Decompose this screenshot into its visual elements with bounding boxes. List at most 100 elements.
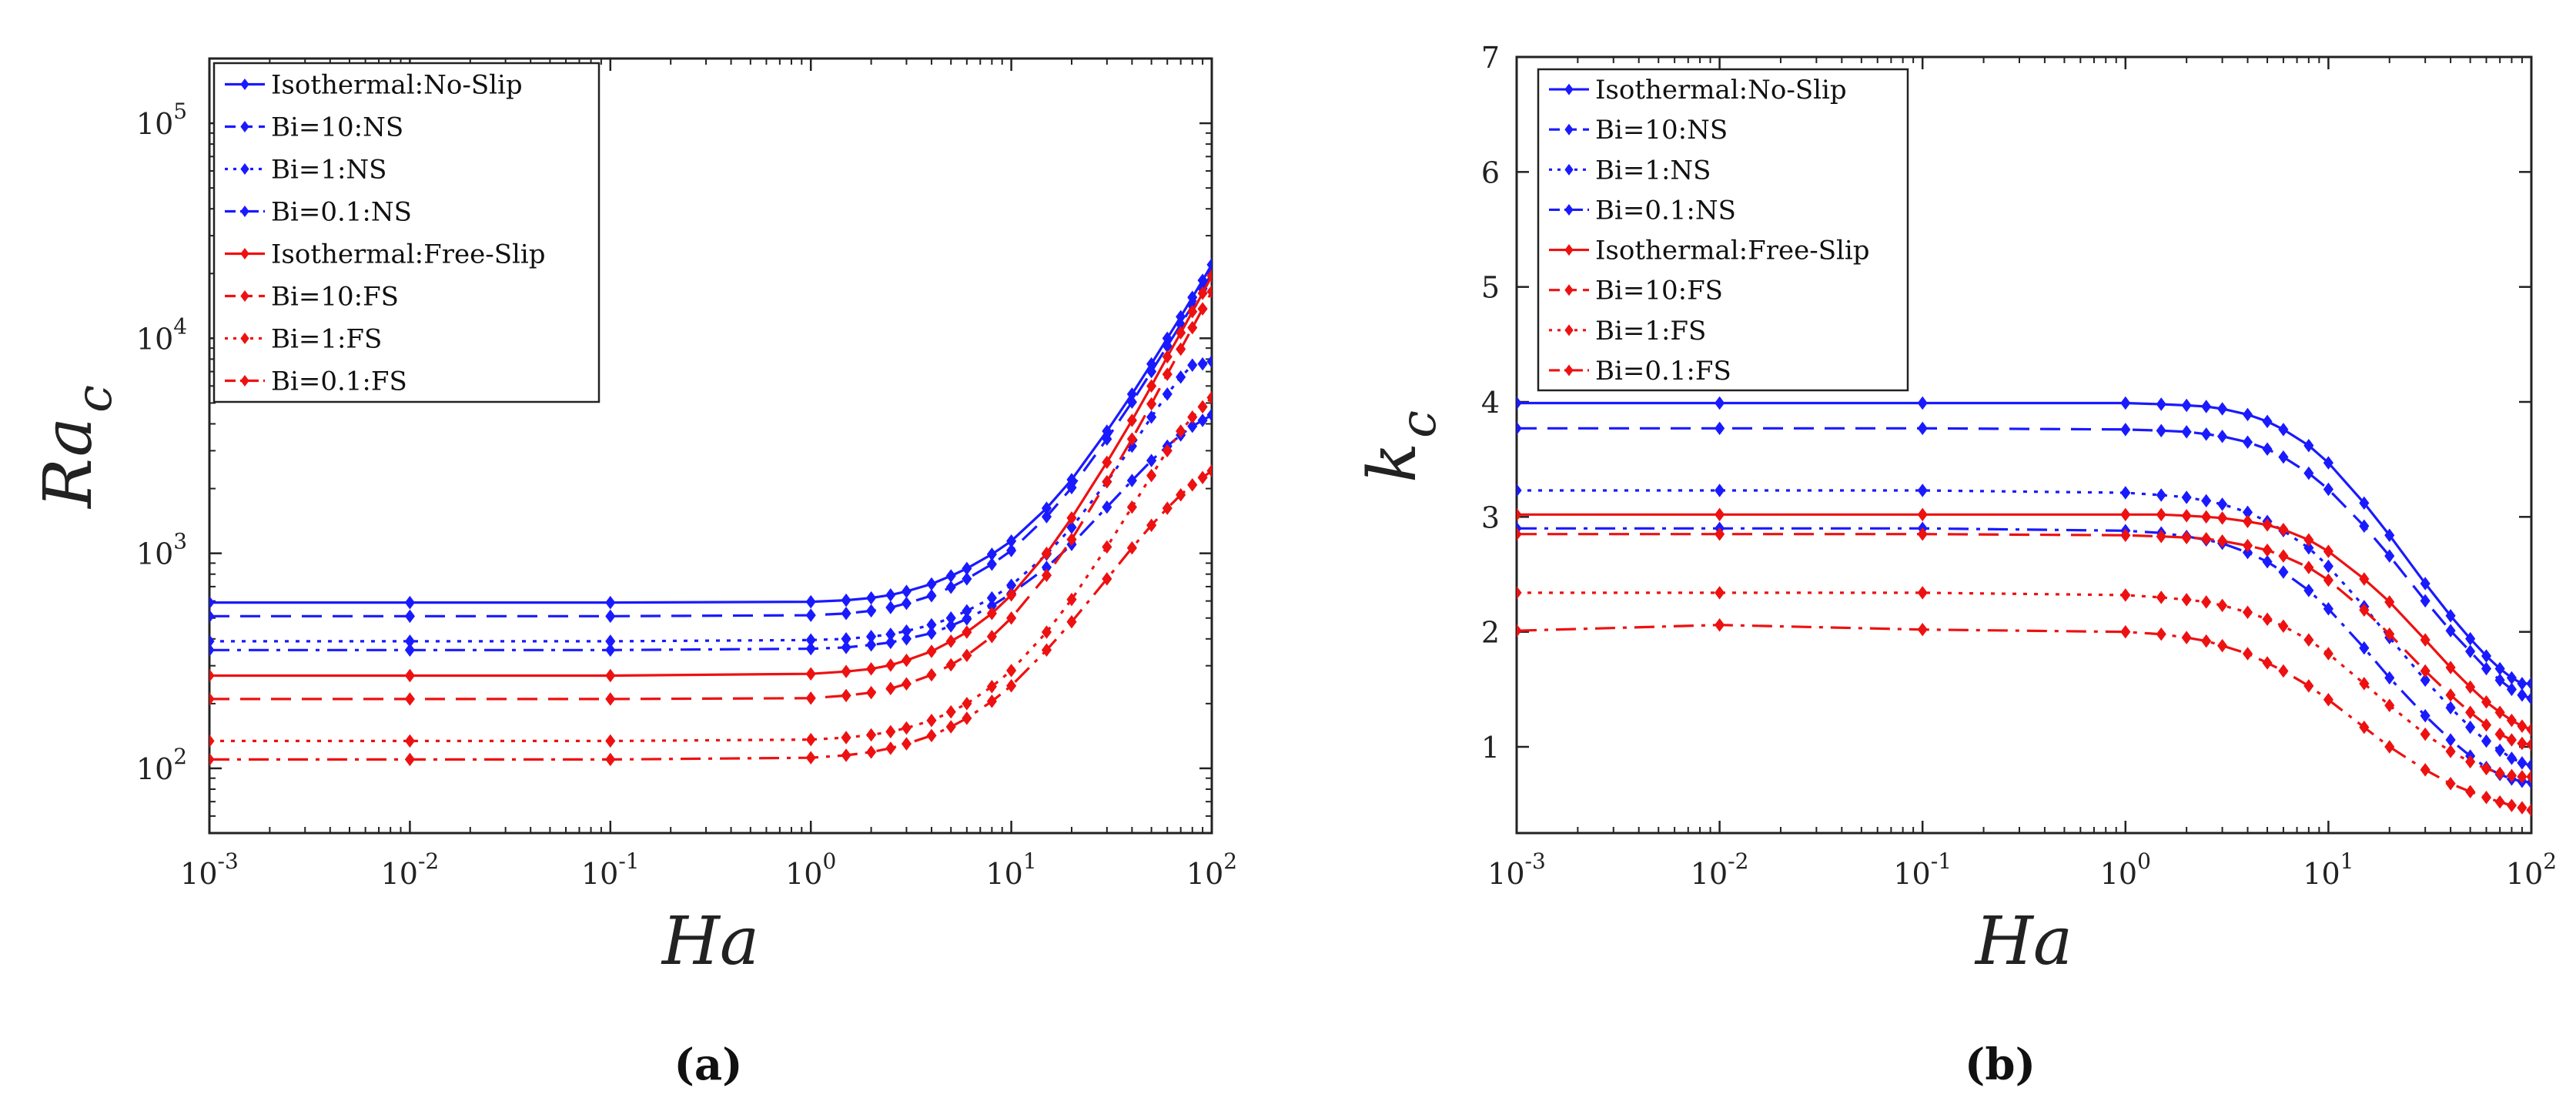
data-point-bi-10-ns [2120, 423, 2131, 437]
data-point-bi-10-ns [2445, 624, 2456, 638]
panel-b: 10-3 10-2 10-1 100 101 102 1 2 3 4 5 6 7 Isothermal:N… [1354, 41, 2557, 1090]
data-point-isothermal-no-slip [2156, 397, 2166, 411]
data-point-bi-0-1-fs [805, 751, 816, 765]
data-point-bi-10-fs [2359, 603, 2370, 617]
data-point-bi-0-1-ns [945, 619, 956, 633]
series-layer [1517, 396, 2531, 817]
legend-marker-bi-0-1-fs [1564, 364, 1574, 376]
data-point-bi-1-fs [1146, 468, 1157, 483]
data-point-bi-1-ns [2506, 751, 2517, 765]
x-tick-label: 10-3 [1487, 848, 1546, 891]
data-point-bi-10-fs [1066, 532, 1077, 547]
data-point-isothermal-free-slip [1041, 546, 1052, 561]
data-point-bi-0-1-fs [1176, 487, 1186, 502]
data-point-bi-10-ns [2359, 519, 2370, 534]
data-point-bi-10-fs [1126, 432, 1137, 446]
legend-label-bi-1-ns: Bi=1:NS [271, 155, 386, 186]
data-point-isothermal-free-slip [805, 667, 816, 681]
data-point-isothermal-no-slip [2481, 649, 2492, 663]
data-point-bi-1-ns [2517, 756, 2527, 770]
data-point-bi-10-ns [945, 581, 956, 594]
data-point-isothermal-free-slip [2494, 705, 2505, 719]
data-point-bi-10-ns [1102, 432, 1112, 446]
data-point-bi-10-ns [2262, 442, 2273, 456]
data-point-bi-10-ns [805, 608, 816, 622]
y-tick-label: 104 [136, 313, 187, 356]
legend-marker-bi-1-fs [240, 333, 249, 344]
x-tick-label: 10-3 [180, 848, 239, 891]
data-point-bi-10-ns [2278, 450, 2289, 464]
data-point-bi-1-ns [2303, 540, 2314, 555]
data-point-bi-1-fs [605, 734, 616, 748]
data-point-bi-0-1-ns [404, 643, 415, 658]
data-point-bi-0-1-fs [1146, 518, 1157, 532]
legend-label-bi-1-fs: Bi=1:FS [1595, 316, 1706, 346]
data-point-bi-0-1-ns [962, 612, 972, 626]
data-point-bi-0-1-fs [2526, 803, 2531, 817]
data-point-bi-0-1-fs [1517, 624, 1522, 638]
data-point-isothermal-no-slip [1917, 396, 1928, 410]
y-tick-label: 5 [1481, 271, 1500, 305]
data-point-bi-1-fs [962, 697, 972, 711]
data-point-isothermal-free-slip [1102, 455, 1112, 470]
data-point-bi-10-fs [2278, 549, 2289, 563]
data-point-bi-0-1-fs [1041, 643, 1052, 658]
data-point-bi-10-fs [945, 658, 956, 672]
data-point-bi-10-ns [2303, 466, 2314, 480]
data-point-bi-10-fs [2445, 688, 2456, 702]
data-point-bi-1-fs [2494, 766, 2505, 781]
data-point-bi-10-fs [2242, 538, 2253, 553]
data-point-bi-1-fs [1187, 410, 1198, 424]
data-point-isothermal-no-slip [2242, 407, 2253, 422]
legend-label-bi-0-1-ns: Bi=0.1:NS [271, 197, 412, 228]
data-point-bi-0-1-fs [866, 745, 877, 759]
data-point-bi-10-fs [1041, 568, 1052, 582]
data-point-bi-1-fs [2156, 591, 2166, 604]
x-tick-label: 10-1 [581, 848, 640, 891]
legend-marker-isothermal-free-slip [240, 248, 249, 259]
data-point-bi-1-fs [1715, 586, 1725, 600]
data-point-bi-10-fs [404, 692, 415, 706]
legend-marker-bi-10-fs [1564, 284, 1574, 296]
data-point-bi-1-ns [1917, 484, 1928, 497]
legend-label-bi-0-1-fs: Bi=0.1:FS [1595, 356, 1731, 387]
data-point-bi-1-fs [1066, 592, 1077, 607]
data-point-bi-10-fs [926, 668, 937, 682]
legend-box [1537, 68, 1909, 392]
legend-marker-isothermal-no-slip [1564, 83, 1574, 95]
x-tick-label: 100 [2100, 848, 2151, 891]
series-layer [209, 257, 1212, 767]
data-point-bi-10-ns [1146, 364, 1157, 379]
data-point-bi-10-fs [885, 681, 896, 696]
y-axis-label: kc [1354, 410, 1447, 483]
data-point-bi-1-ns [2445, 701, 2456, 714]
data-point-isothermal-free-slip [2323, 544, 2333, 558]
data-point-bi-0-1-fs [1917, 622, 1928, 637]
data-point-isothermal-free-slip [1066, 510, 1077, 525]
data-point-bi-1-ns [1146, 410, 1157, 424]
data-point-bi-0-1-ns [885, 635, 896, 650]
legend-label-bi-10-fs: Bi=10:FS [271, 282, 399, 313]
data-point-bi-1-fs [1162, 443, 1173, 458]
data-point-bi-1-ns [2181, 490, 2192, 504]
data-point-isothermal-free-slip [1206, 269, 1212, 283]
data-point-bi-10-ns [2201, 427, 2212, 441]
data-point-bi-0-1-fs [2278, 664, 2289, 678]
data-point-bi-10-fs [2217, 534, 2228, 548]
data-point-bi-10-ns [885, 601, 896, 614]
data-point-bi-10-fs [2494, 727, 2505, 741]
data-point-isothermal-no-slip [2262, 414, 2273, 429]
data-point-isothermal-free-slip [901, 653, 912, 668]
data-point-bi-10-ns [2181, 425, 2192, 439]
data-point-bi-1-fs [2278, 619, 2289, 633]
data-point-bi-1-fs [2384, 698, 2395, 712]
legend-label-bi-0-1-ns: Bi=0.1:NS [1595, 195, 1736, 226]
data-point-bi-10-ns [209, 609, 215, 624]
data-point-bi-1-ns [209, 634, 215, 648]
data-point-bi-1-fs [1176, 424, 1186, 438]
data-point-bi-1-fs [2506, 768, 2517, 783]
data-point-bi-0-1-ns [841, 641, 851, 654]
data-point-isothermal-no-slip [2201, 400, 2212, 413]
y-axis-label: Rac [30, 385, 123, 510]
data-point-isothermal-no-slip [1206, 257, 1212, 272]
